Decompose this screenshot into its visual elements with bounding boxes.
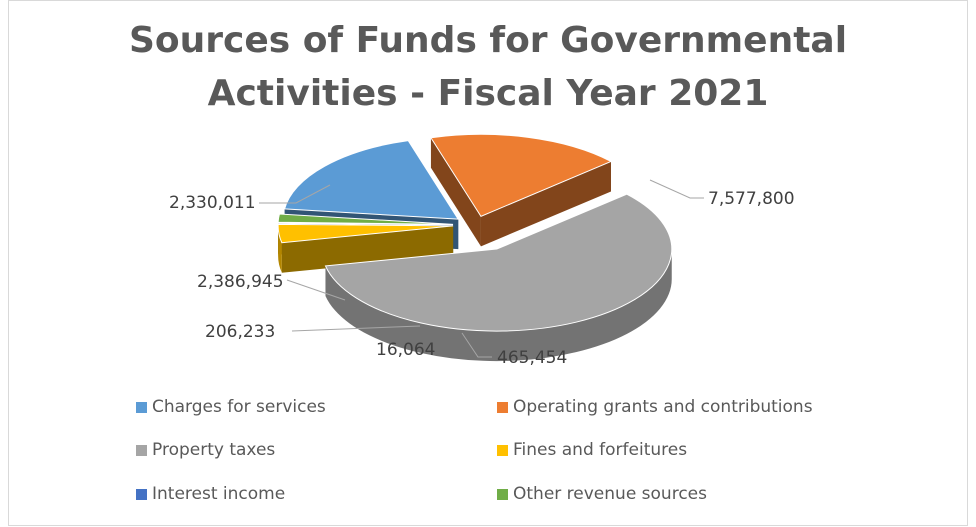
chart-title-line-2: Activities - Fiscal Year 2021 <box>207 73 769 114</box>
chart-title: Sources of Funds for Governmental Activi… <box>8 14 968 120</box>
data-label-other-revenue-sources: 206,233 <box>205 322 275 342</box>
leader-line-fines-and-forfeitures <box>461 332 492 358</box>
pie-slice-property-taxes <box>324 193 673 332</box>
data-label-interest-income: 16,064 <box>376 340 435 360</box>
pie-slice-fines-and-forfeitures <box>277 223 454 244</box>
leader-line-property-taxes <box>649 179 704 199</box>
leader-line-charges-for-services <box>286 279 346 301</box>
data-label-charges-for-services: 2,386,945 <box>197 272 284 292</box>
leader-line-operating-grants-and-contributions <box>259 184 331 204</box>
data-label-operating-grants-and-contributions: 2,330,011 <box>169 193 256 213</box>
pie-slice-side-operating-grants-and-contributions <box>430 137 612 247</box>
pie-slice-interest-income <box>277 222 454 226</box>
data-label-property-taxes: 7,577,800 <box>708 189 795 209</box>
data-label-fines-and-forfeitures: 465,454 <box>497 348 567 368</box>
chart-title-line-1: Sources of Funds for Governmental <box>128 20 848 61</box>
pie-slice-operating-grants-and-contributions <box>430 133 613 217</box>
pie-slice-charges-for-services <box>283 140 460 220</box>
leader-line-other-revenue-sources <box>291 325 421 332</box>
